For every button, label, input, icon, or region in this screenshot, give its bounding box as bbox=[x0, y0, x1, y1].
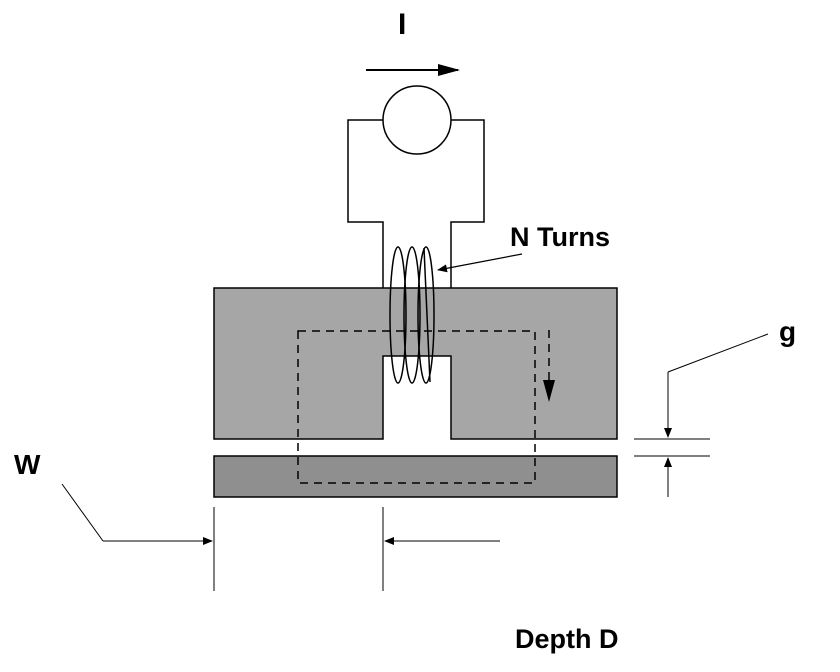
width-label: W bbox=[14, 449, 41, 480]
coil-winding bbox=[389, 246, 435, 384]
gap-label: g bbox=[779, 316, 796, 347]
current-source-circle-icon bbox=[382, 85, 452, 155]
width-dimension bbox=[61, 483, 500, 591]
gap-dimension bbox=[634, 333, 769, 497]
armature-bar bbox=[213, 455, 618, 498]
magnetic-core bbox=[213, 287, 618, 440]
current-label: I bbox=[398, 8, 406, 41]
source-wire bbox=[347, 119, 485, 288]
depth-label: Depth D bbox=[515, 624, 619, 654]
turns-label: N Turns bbox=[510, 222, 610, 252]
flux-path bbox=[297, 330, 536, 484]
turns-leader-arrow bbox=[437, 253, 523, 273]
